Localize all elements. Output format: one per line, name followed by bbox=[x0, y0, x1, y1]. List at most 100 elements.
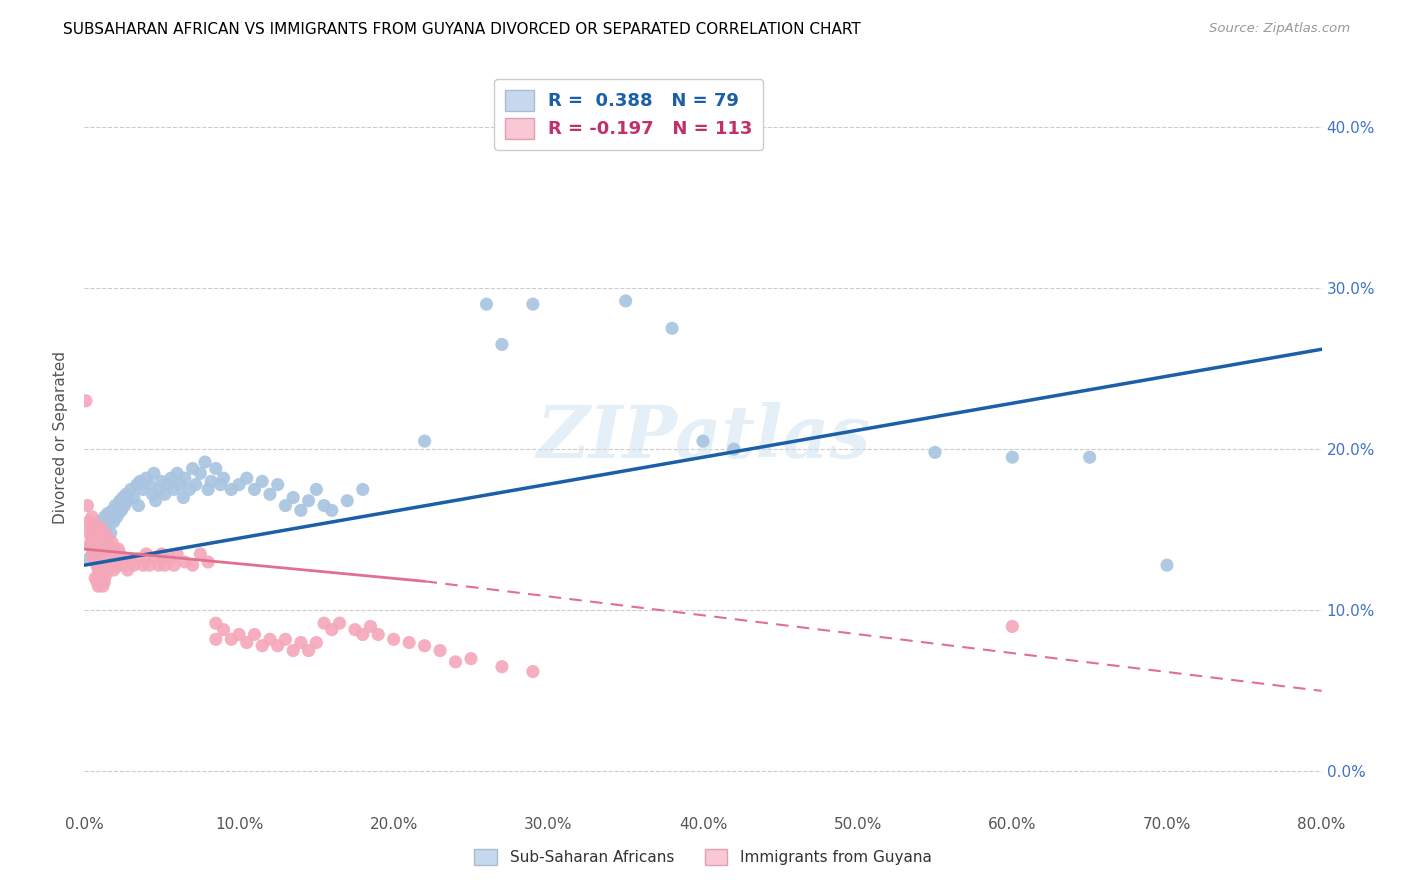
Point bbox=[84, 523, 107, 537]
Point bbox=[143, 551, 166, 566]
Point bbox=[96, 563, 118, 577]
Point bbox=[153, 487, 176, 501]
Point bbox=[228, 477, 250, 491]
Point bbox=[429, 643, 451, 657]
Point bbox=[181, 558, 204, 573]
Point bbox=[110, 503, 132, 517]
Point bbox=[93, 574, 115, 589]
Point bbox=[174, 471, 197, 485]
Point bbox=[91, 531, 114, 545]
Point bbox=[122, 491, 145, 505]
Point bbox=[122, 558, 145, 573]
Point bbox=[89, 535, 111, 549]
Point bbox=[105, 509, 128, 524]
Point bbox=[96, 547, 118, 561]
Point bbox=[104, 499, 127, 513]
Point bbox=[90, 523, 112, 537]
Point bbox=[661, 321, 683, 335]
Point bbox=[86, 574, 108, 589]
Point bbox=[103, 547, 125, 561]
Point bbox=[100, 542, 122, 557]
Point bbox=[104, 542, 127, 557]
Point bbox=[243, 483, 266, 497]
Point bbox=[194, 455, 217, 469]
Point bbox=[127, 551, 149, 566]
Point bbox=[96, 531, 118, 545]
Point bbox=[328, 616, 352, 631]
Point bbox=[103, 563, 125, 577]
Point bbox=[84, 555, 107, 569]
Point bbox=[117, 493, 139, 508]
Point bbox=[90, 574, 112, 589]
Point bbox=[274, 499, 297, 513]
Point bbox=[79, 539, 101, 553]
Point bbox=[93, 558, 115, 573]
Point bbox=[135, 471, 157, 485]
Point bbox=[143, 467, 166, 481]
Point bbox=[166, 467, 188, 481]
Point bbox=[132, 558, 155, 573]
Point bbox=[522, 297, 544, 311]
Point bbox=[104, 558, 127, 573]
Point bbox=[83, 523, 105, 537]
Point bbox=[76, 499, 98, 513]
Point bbox=[114, 558, 136, 573]
Point bbox=[82, 531, 104, 545]
Point bbox=[107, 558, 129, 573]
Point bbox=[87, 525, 110, 540]
Point bbox=[321, 503, 343, 517]
Point bbox=[117, 563, 139, 577]
Point bbox=[444, 655, 467, 669]
Point bbox=[101, 535, 124, 549]
Point bbox=[86, 542, 108, 557]
Point bbox=[150, 547, 173, 561]
Point bbox=[87, 547, 110, 561]
Point bbox=[297, 493, 319, 508]
Point bbox=[491, 337, 513, 351]
Text: SUBSAHARAN AFRICAN VS IMMIGRANTS FROM GUYANA DIVORCED OR SEPARATED CORRELATION C: SUBSAHARAN AFRICAN VS IMMIGRANTS FROM GU… bbox=[63, 22, 860, 37]
Point bbox=[93, 509, 115, 524]
Point bbox=[138, 558, 160, 573]
Point bbox=[312, 616, 335, 631]
Point bbox=[127, 499, 149, 513]
Point bbox=[94, 567, 117, 582]
Point bbox=[107, 507, 129, 521]
Point bbox=[89, 519, 111, 533]
Point bbox=[87, 563, 110, 577]
Point bbox=[114, 499, 136, 513]
Point bbox=[460, 651, 482, 665]
Point bbox=[205, 461, 228, 475]
Point bbox=[86, 525, 108, 540]
Point bbox=[160, 471, 183, 485]
Point bbox=[522, 665, 544, 679]
Point bbox=[228, 627, 250, 641]
Text: Source: ZipAtlas.com: Source: ZipAtlas.com bbox=[1209, 22, 1350, 36]
Point bbox=[77, 551, 100, 566]
Point bbox=[89, 551, 111, 566]
Point bbox=[91, 531, 114, 545]
Point bbox=[184, 477, 207, 491]
Point bbox=[172, 491, 194, 505]
Point bbox=[413, 639, 436, 653]
Point bbox=[84, 539, 107, 553]
Point bbox=[181, 461, 204, 475]
Point bbox=[259, 632, 281, 647]
Point bbox=[108, 547, 131, 561]
Point bbox=[305, 635, 328, 649]
Point bbox=[200, 475, 222, 489]
Point bbox=[343, 623, 366, 637]
Point bbox=[120, 555, 142, 569]
Point bbox=[77, 515, 100, 529]
Point bbox=[82, 509, 104, 524]
Point bbox=[398, 635, 420, 649]
Point bbox=[281, 643, 305, 657]
Point bbox=[290, 503, 312, 517]
Point bbox=[115, 487, 138, 501]
Point bbox=[274, 632, 297, 647]
Point bbox=[98, 539, 121, 553]
Point bbox=[367, 627, 389, 641]
Point bbox=[91, 547, 114, 561]
Point bbox=[89, 567, 111, 582]
Point bbox=[235, 635, 259, 649]
Point bbox=[91, 579, 114, 593]
